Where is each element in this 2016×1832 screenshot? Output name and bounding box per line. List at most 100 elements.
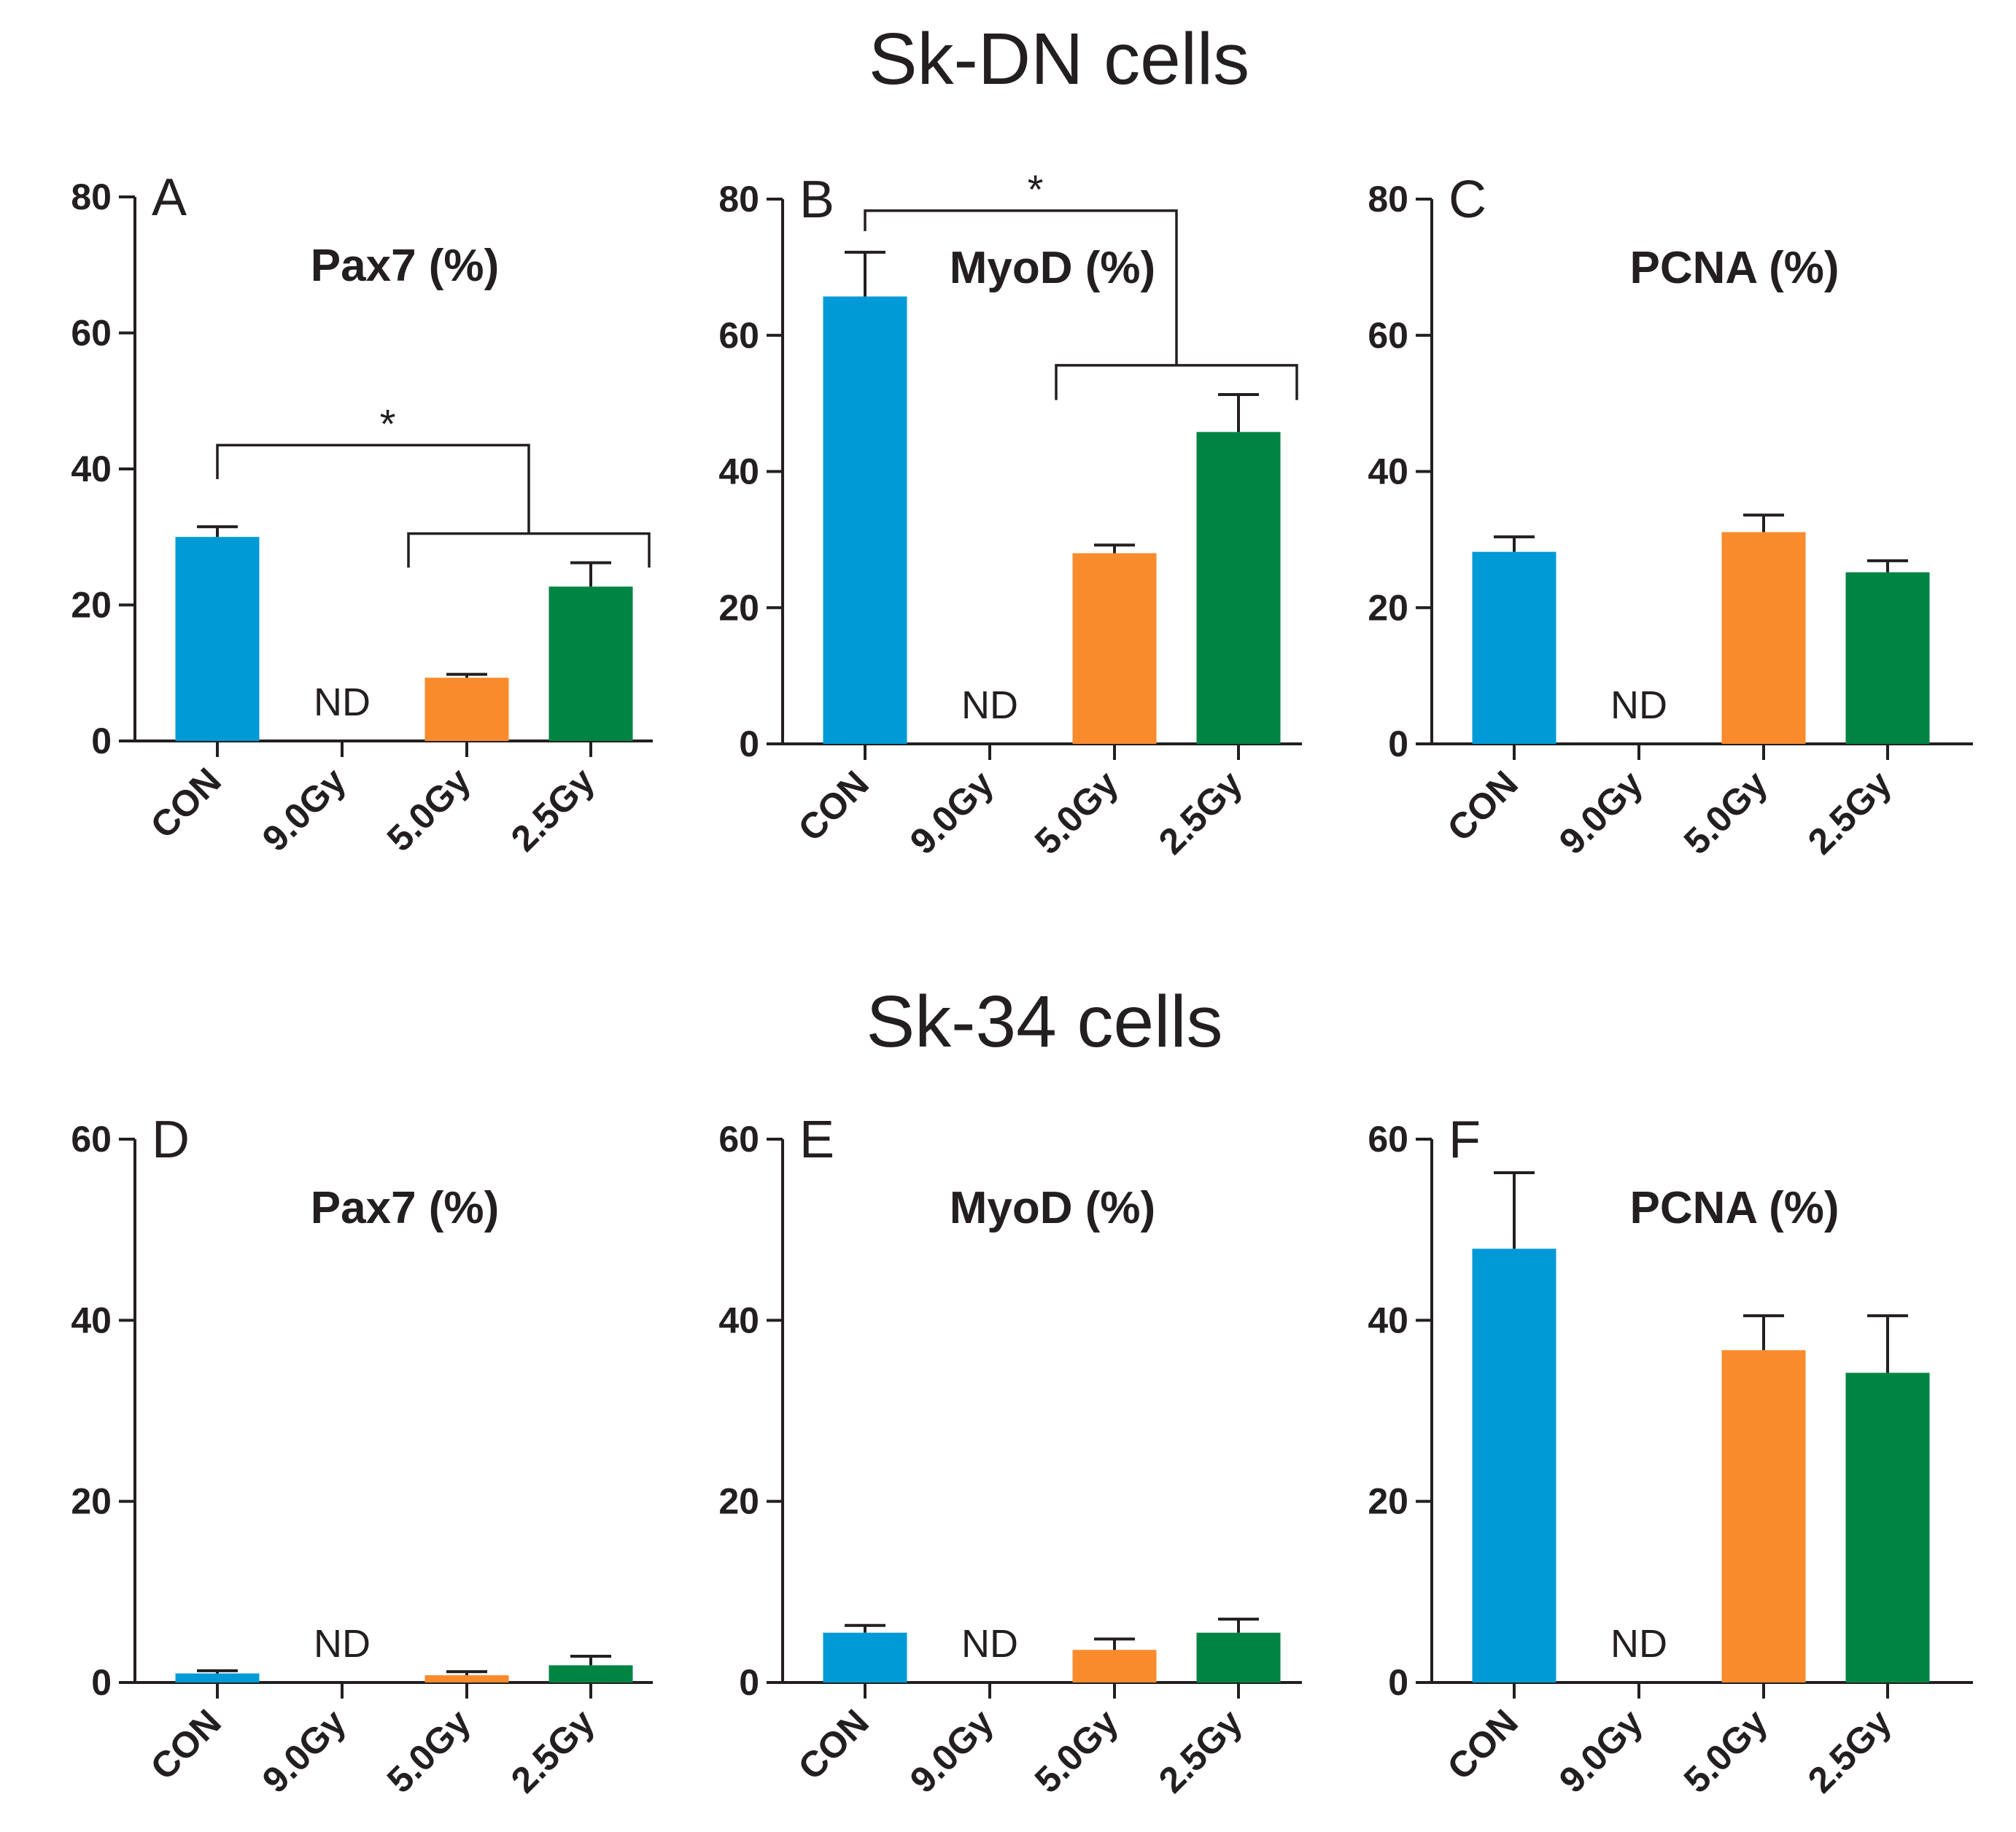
panel-letter: A: [152, 168, 187, 227]
y-tick-label: 0: [739, 723, 759, 764]
bar-con: [1472, 1249, 1556, 1682]
bar-2-5gy: [1845, 1373, 1930, 1682]
y-tick-label: 20: [1368, 587, 1408, 628]
category-label: CON: [791, 763, 877, 849]
y-tick-label: 20: [718, 1481, 759, 1522]
bar-5-0gy: [424, 1675, 509, 1682]
bar-con: [823, 296, 907, 744]
bar-5-0gy: [1721, 1350, 1806, 1682]
category-label: CON: [143, 1701, 229, 1788]
bar-2-5gy: [548, 586, 633, 741]
nd-label: ND: [961, 683, 1018, 727]
chart-title: MyoD (%): [950, 243, 1155, 293]
y-tick-label: 0: [91, 1662, 112, 1703]
significance-marker: *: [380, 400, 396, 446]
category-label: 2.5Gy: [503, 760, 602, 859]
category-label: CON: [791, 1701, 877, 1788]
category-label: 9.0Gy: [255, 760, 354, 859]
bar-5-0gy: [1721, 532, 1806, 744]
bar-5-0gy: [424, 678, 509, 741]
panel-letter: C: [1449, 171, 1486, 229]
panel-letter: E: [799, 1111, 834, 1169]
bar-2-5gy: [1845, 572, 1930, 744]
panel-letter: F: [1449, 1111, 1481, 1169]
category-label: 9.0Gy: [1551, 763, 1651, 862]
y-tick-label: 20: [71, 585, 112, 626]
y-tick-label: 40: [718, 1300, 759, 1340]
y-tick-label: 20: [718, 587, 759, 628]
category-label: 5.0Gy: [1027, 1701, 1126, 1801]
nd-label: ND: [1610, 1622, 1667, 1666]
chart-panel-d: D Pax7 (%) 0 20 40 60 CON ND 9.0Gy 5.0Gy 2.5Gy: [71, 1111, 653, 1801]
section-title-bottom: Sk-34 cells: [866, 981, 1222, 1063]
category-label: 9.0Gy: [902, 763, 1001, 862]
panel-letter: D: [152, 1111, 190, 1169]
category-label: CON: [1440, 1701, 1526, 1788]
y-tick-label: 20: [1368, 1481, 1408, 1522]
chart-title: PCNA (%): [1629, 243, 1839, 293]
bar-2-5gy: [1196, 1632, 1281, 1682]
y-tick-label: 80: [1368, 179, 1408, 220]
chart-panel-e: E MyoD (%) 0 20 40 60 CON ND 9.0Gy 5.0Gy 2.5Gy: [718, 1111, 1302, 1801]
y-tick-label: 20: [71, 1481, 112, 1522]
panel-letter: B: [799, 171, 834, 229]
category-label: 2.5Gy: [1151, 763, 1250, 862]
y-tick-label: 60: [71, 313, 112, 354]
y-tick-label: 0: [739, 1662, 759, 1703]
category-label: 5.0Gy: [1027, 763, 1126, 862]
y-tick-label: 60: [718, 1119, 759, 1160]
section-title-top: Sk-DN cells: [869, 18, 1249, 100]
nd-label: ND: [961, 1622, 1018, 1666]
chart-panel-f: F PCNA (%) 0 20 40 60 CON ND 9.0Gy 5.0Gy 2.5Gy: [1368, 1111, 1973, 1801]
category-label: 5.0Gy: [1676, 763, 1775, 862]
category-label: 2.5Gy: [1800, 763, 1899, 862]
y-tick-label: 40: [1368, 451, 1408, 492]
y-tick-label: 40: [718, 451, 759, 492]
nd-label: ND: [314, 680, 371, 724]
category-label: 5.0Gy: [379, 760, 478, 859]
category-label: 5.0Gy: [1676, 1701, 1775, 1801]
bar-2-5gy: [1196, 432, 1281, 744]
chart-title: MyoD (%): [950, 1183, 1155, 1233]
significance-bracket: [864, 209, 1298, 400]
y-tick-label: 0: [1388, 1662, 1408, 1703]
chart-panel-a: A Pax7 (%) 0 20 40 60 80 CON ND 9.0Gy 5.0Gy 2.5Gy *: [71, 168, 653, 859]
bar-5-0gy: [1072, 1650, 1157, 1682]
category-label: 9.0Gy: [902, 1701, 1001, 1801]
y-tick-label: 60: [1368, 1119, 1408, 1160]
category-label: CON: [143, 760, 229, 846]
significance-bracket: [216, 443, 651, 568]
chart-title: PCNA (%): [1629, 1183, 1839, 1233]
y-tick-label: 80: [71, 176, 112, 217]
y-tick-label: 40: [71, 449, 112, 489]
category-label: 9.0Gy: [1551, 1701, 1651, 1801]
nd-label: ND: [1610, 683, 1667, 727]
y-tick-label: 60: [1368, 315, 1408, 356]
nd-label: ND: [314, 1622, 371, 1666]
y-tick-label: 60: [71, 1119, 112, 1160]
bar-2-5gy: [548, 1665, 633, 1682]
category-label: CON: [1440, 763, 1526, 849]
chart-title: Pax7 (%): [311, 241, 499, 291]
significance-marker: *: [1028, 166, 1044, 212]
y-tick-label: 60: [718, 315, 759, 356]
bar-con: [823, 1632, 907, 1682]
y-tick-label: 40: [1368, 1300, 1408, 1340]
category-label: 5.0Gy: [379, 1701, 478, 1801]
chart-panel-b: B MyoD (%) 0 20 40 60 80 CON ND 9.0Gy 5.0Gy 2.5Gy *: [718, 166, 1302, 862]
y-tick-label: 0: [91, 721, 112, 761]
y-tick-label: 40: [71, 1300, 112, 1340]
y-tick-label: 0: [1388, 723, 1408, 764]
category-label: 2.5Gy: [1151, 1701, 1250, 1801]
bar-5-0gy: [1072, 553, 1157, 744]
category-label: 2.5Gy: [1800, 1701, 1899, 1801]
y-tick-label: 80: [718, 179, 759, 220]
chart-title: Pax7 (%): [311, 1183, 499, 1233]
category-label: 2.5Gy: [503, 1701, 602, 1801]
bar-con: [1472, 551, 1556, 744]
bar-con: [175, 1673, 260, 1682]
bar-con: [175, 537, 260, 741]
category-label: 9.0Gy: [255, 1701, 354, 1801]
chart-panel-c: C PCNA (%) 0 20 40 60 80 CON ND 9.0Gy 5.0Gy 2.5Gy: [1368, 171, 1973, 862]
